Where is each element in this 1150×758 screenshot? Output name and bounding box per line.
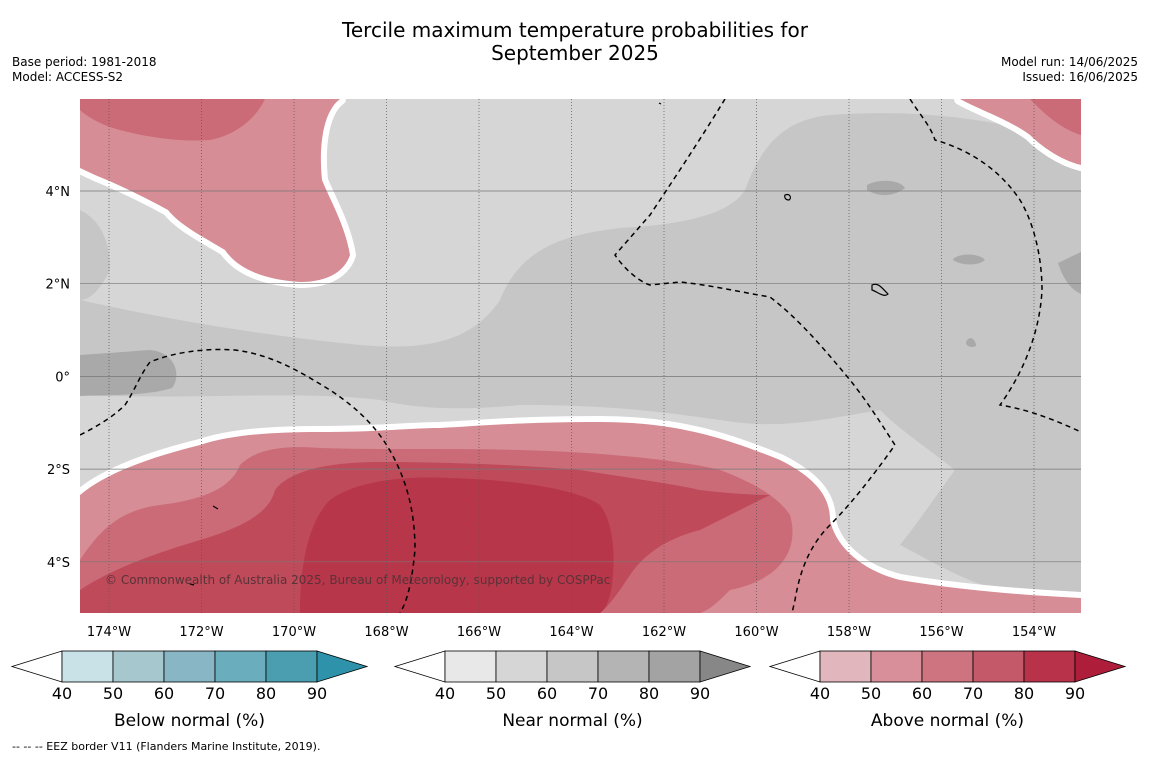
- near-normal-dark-blob-3: [966, 338, 976, 347]
- colorbar-tick-label: 50: [861, 684, 881, 703]
- colorbar-segment: [444, 650, 497, 683]
- latitude-tick-labels: 4°N 2°N 0° 2°S 4°S: [46, 185, 71, 571]
- issued-date: Issued: 16/06/2025: [1022, 70, 1138, 84]
- colorbar-segment: [819, 650, 872, 683]
- near-normal-mid-strip: [80, 210, 110, 300]
- colorbar-segment: [112, 650, 165, 683]
- eez-footnote: -- -- -- EEZ border V11 (Flanders Marine…: [12, 740, 321, 753]
- island-north: [658, 102, 662, 105]
- colorbar-low-extension: [10, 650, 63, 683]
- colorbar-tick-label: 40: [810, 684, 830, 703]
- model-name: Model: ACCESS-S2: [12, 70, 124, 84]
- latitude-tick-label: 2°N: [46, 278, 71, 293]
- colorbar-segment: [214, 650, 267, 683]
- base-period: Base period: 1981-2018: [12, 55, 157, 69]
- longitude-tick-label: 154°W: [1012, 625, 1056, 640]
- longitude-tick-label: 156°W: [919, 625, 963, 640]
- near-normal-mid-region: [80, 113, 1081, 610]
- longitude-tick-label: 170°W: [272, 625, 316, 640]
- colorbar-title: Near normal (%): [502, 711, 642, 731]
- eez-border-east: [909, 99, 1081, 433]
- colorbar-tick-label: 80: [1014, 684, 1034, 703]
- colorbar-segment: [546, 650, 599, 683]
- longitude-tick-label: 174°W: [87, 625, 131, 640]
- colorbar-high-extension: [316, 650, 369, 683]
- map-figure: 174°W 172°W 170°W 168°W 166°W 164°W 162°W 160°W…: [10, 99, 1127, 731]
- colorbar-tick-label: 40: [435, 684, 455, 703]
- near-normal-light-patch-2: [373, 177, 416, 225]
- latitude-tick-label: 4°N: [46, 185, 71, 200]
- island-kiritimati: [871, 283, 889, 296]
- colorbar-tick-label: 80: [256, 684, 276, 703]
- map-plot-area: [80, 99, 1081, 613]
- eez-borders: [80, 99, 1081, 613]
- colorbar-high-extension: [699, 650, 752, 683]
- title-line-1: Tercile maximum temperature probabilitie…: [342, 18, 808, 42]
- islands: [189, 102, 889, 586]
- colorbar-title: Above normal (%): [871, 711, 1024, 731]
- eez-border-kiribati: [614, 99, 896, 613]
- longitude-tick-label: 168°W: [364, 625, 408, 640]
- colorbar-segment: [597, 650, 650, 683]
- colorbar-tick-label: 70: [205, 684, 225, 703]
- colorbar-tick-label: 60: [912, 684, 932, 703]
- colorbar-tick-label: 50: [486, 684, 506, 703]
- colorbar-segment: [265, 650, 318, 683]
- colorbar-segment: [972, 650, 1025, 683]
- latitude-tick-label: 0°: [55, 370, 70, 385]
- colorbar-tick-label: 90: [690, 684, 710, 703]
- colorbar-low-extension: [768, 650, 821, 683]
- island-jarvis: [784, 193, 791, 201]
- copyright-notice: © Commonwealth of Australia 2025, Bureau…: [105, 573, 610, 587]
- colorbar-segment: [61, 650, 114, 683]
- longitude-tick-labels: 174°W 172°W 170°W 168°W 166°W 164°W 162°W 160°W…: [87, 625, 1056, 640]
- colorbar-tick-label: 70: [963, 684, 983, 703]
- colorbars: 40 50 60 70 80 90 Below normal (%) 40 50 60 70 80 90…: [10, 650, 1127, 731]
- above-normal-northwest: [80, 99, 356, 288]
- colorbar-tick-label: 90: [307, 684, 327, 703]
- eez-border-tokelau: [80, 348, 416, 613]
- longitude-tick-label: 166°W: [457, 625, 501, 640]
- above-normal-south: [80, 416, 1081, 613]
- colorbar-segment: [1023, 650, 1076, 683]
- near-normal-dark-blob-2: [953, 254, 985, 265]
- island-south-1: [212, 505, 219, 510]
- colorbar-tick-label: 40: [52, 684, 72, 703]
- colorbar-segment: [648, 650, 701, 683]
- longitude-tick-label: 158°W: [827, 625, 871, 640]
- longitude-tick-label: 162°W: [642, 625, 686, 640]
- near-normal-light-patch-1: [442, 107, 491, 145]
- longitude-tick-label: 172°W: [179, 625, 223, 640]
- colorbar-2: 40 50 60 70 80 90 Above normal (%): [768, 650, 1127, 731]
- colorbar-tick-label: 60: [537, 684, 557, 703]
- model-run: Model run: 14/06/2025: [1000, 55, 1138, 69]
- metadata-right: Model run: 14/06/2025 Issued: 16/06/2025: [1001, 55, 1138, 85]
- colorbar-tick-label: 70: [588, 684, 608, 703]
- metadata-left: Base period: 1981-2018 Model: ACCESS-S2: [12, 55, 157, 85]
- latitude-tick-label: 2°S: [47, 463, 70, 478]
- colorbar-0: 40 50 60 70 80 90 Below normal (%): [10, 650, 369, 731]
- latitude-tick-label: 4°S: [47, 556, 70, 571]
- map-title: Tercile maximum temperature probabilitie…: [0, 19, 1150, 65]
- gridlines: [80, 99, 1081, 613]
- above-normal-northeast: [954, 99, 1081, 171]
- colorbar-low-extension: [393, 650, 446, 683]
- colorbar-segment: [870, 650, 923, 683]
- colorbar-title: Below normal (%): [114, 711, 265, 731]
- colorbar-tick-label: 90: [1065, 684, 1085, 703]
- colorbar-tick-label: 50: [103, 684, 123, 703]
- colorbar-segment: [163, 650, 216, 683]
- colorbar-segment: [495, 650, 548, 683]
- near-normal-dark-west: [80, 350, 177, 396]
- colorbar-segment: [921, 650, 974, 683]
- colorbar-high-extension: [1074, 650, 1127, 683]
- island-south-2: [189, 583, 195, 586]
- colorbar-tick-label: 80: [639, 684, 659, 703]
- near-normal-dark-blob-1: [867, 180, 905, 196]
- longitude-tick-label: 164°W: [549, 625, 593, 640]
- colorbar-tick-label: 60: [154, 684, 174, 703]
- title-line-2: September 2025: [491, 41, 659, 65]
- colorbar-1: 40 50 60 70 80 90 Near normal (%): [393, 650, 752, 731]
- longitude-tick-label: 160°W: [734, 625, 778, 640]
